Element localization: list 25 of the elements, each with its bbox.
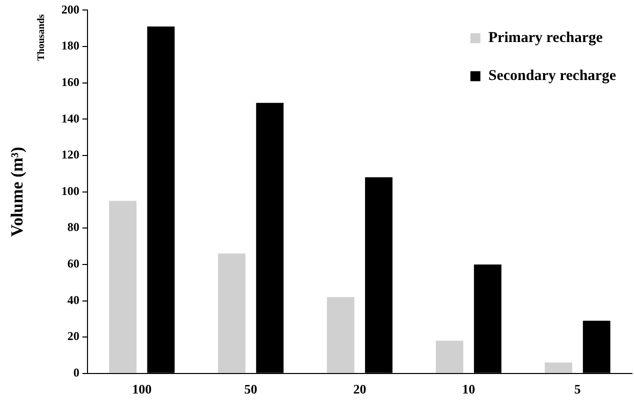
x-tick-label: 100	[132, 382, 152, 397]
y-tick-label: 100	[61, 184, 80, 198]
bar	[436, 340, 464, 373]
bar	[218, 254, 246, 373]
y-tick-label: 120	[61, 148, 80, 162]
y-tick-label: 40	[67, 292, 80, 307]
x-tick-label: 5	[574, 382, 582, 397]
y-axis-title: Volume (m³)	[8, 146, 27, 237]
y-tick-label: 20	[67, 329, 80, 344]
legend-label: Primary recharge	[488, 30, 603, 46]
y-tick-label: 80	[67, 220, 80, 234]
y-tick-label: 160	[61, 74, 80, 89]
bar	[326, 297, 354, 373]
y-tick-label: 60	[67, 256, 80, 271]
legend-label: Secondary recharge	[488, 68, 616, 84]
bar	[544, 362, 572, 373]
y-tick-label: 180	[61, 38, 80, 53]
y-tick-label: 0	[73, 365, 80, 380]
x-tick-label: 20	[353, 382, 366, 397]
y-tick-label: 140	[61, 111, 80, 126]
x-tick-label: 10	[462, 382, 476, 397]
y-tick-label: 200	[61, 2, 80, 16]
bar	[109, 200, 137, 373]
text: Thousands	[36, 14, 47, 61]
x-tick-label: 50	[244, 382, 258, 397]
